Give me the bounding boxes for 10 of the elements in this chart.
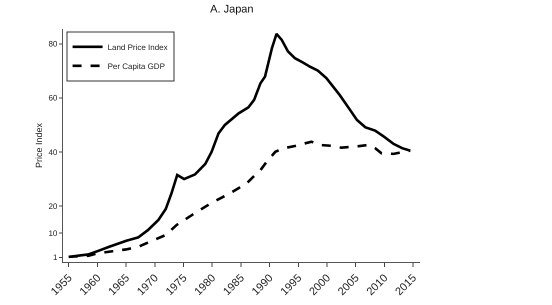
y-tick-label: 60 xyxy=(48,94,58,103)
chart-title: A. Japan xyxy=(210,3,254,16)
y-tick-label: 10 xyxy=(48,228,58,238)
y-axis-title: Price Index xyxy=(34,122,44,168)
y-tick-label: 20 xyxy=(48,202,58,211)
y-tick-label: 80 xyxy=(48,40,58,49)
y-tick-label: 1 xyxy=(52,253,58,262)
legend-label: Per Capita GDP xyxy=(108,62,165,71)
legend-label: Land Price Index xyxy=(108,42,168,52)
y-tick-label: 40 xyxy=(48,148,58,157)
